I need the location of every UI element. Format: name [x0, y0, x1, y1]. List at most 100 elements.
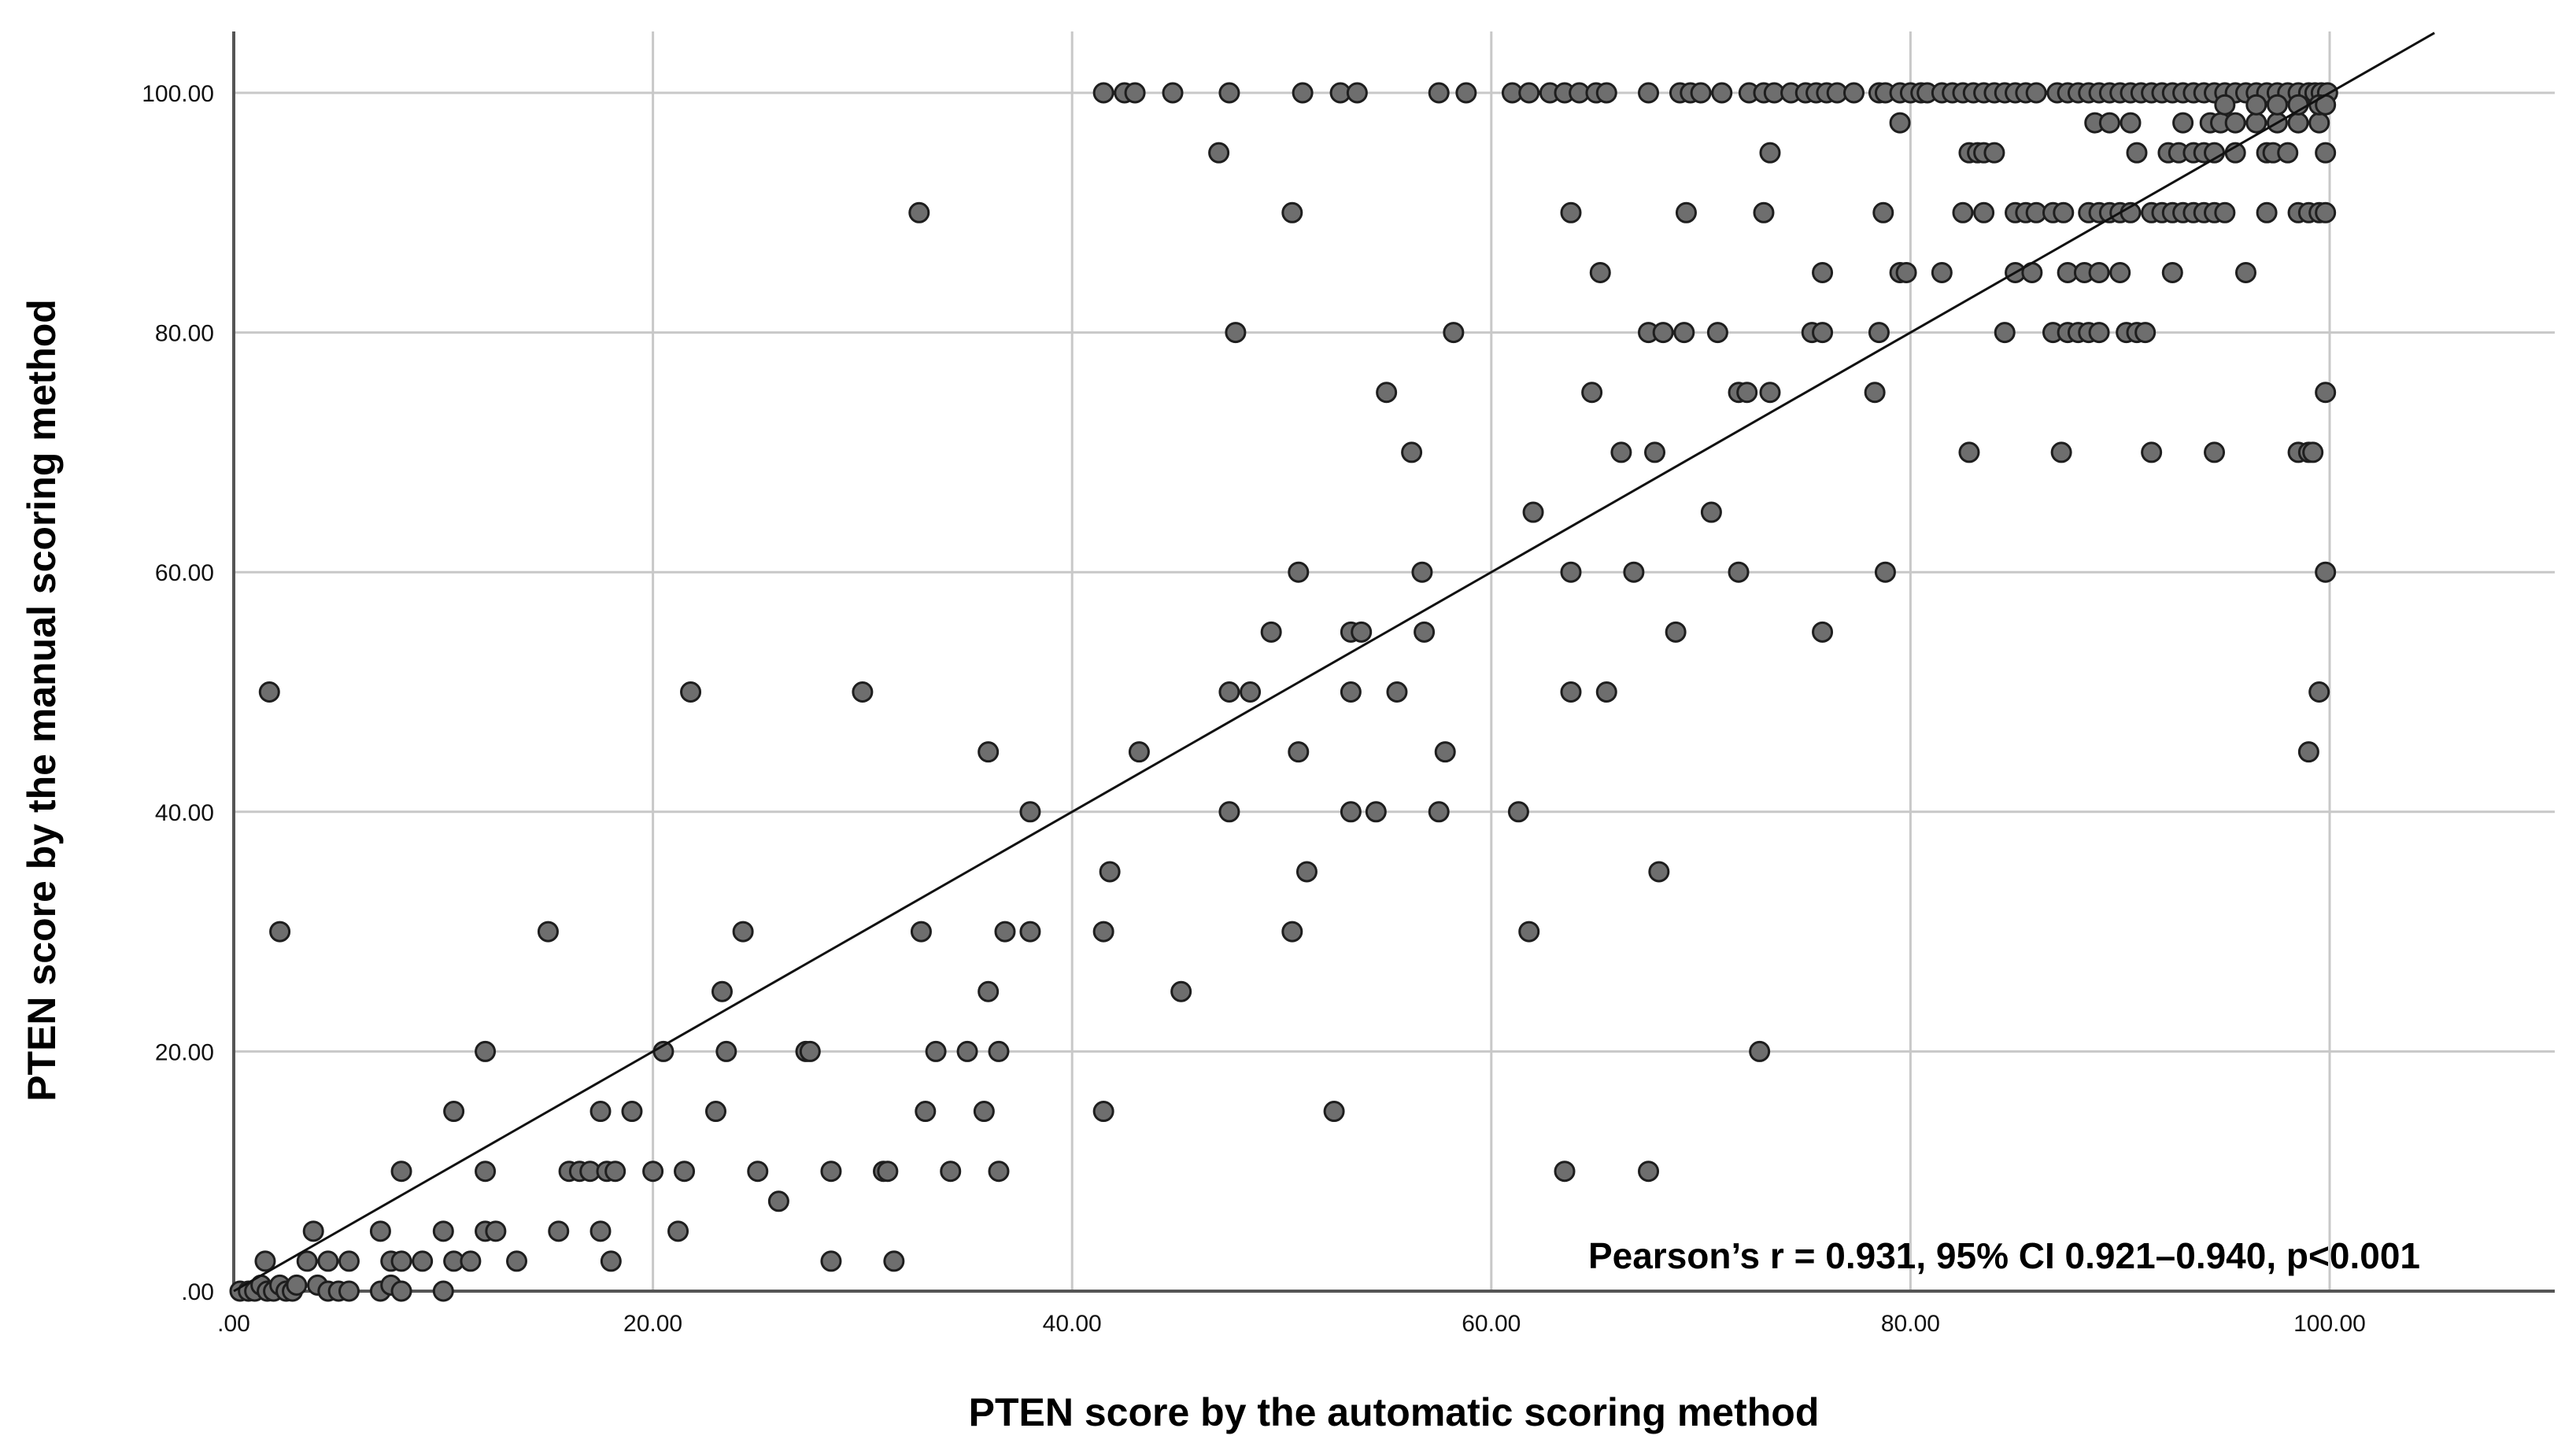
data-point [604, 1161, 626, 1183]
data-point [642, 1161, 664, 1183]
fit-line [233, 31, 2435, 1293]
data-point [1749, 1040, 1771, 1062]
data-point [799, 1040, 821, 1062]
data-point [2214, 94, 2236, 116]
data-point [1728, 561, 1750, 583]
data-point [1595, 681, 1617, 703]
data-point [1281, 201, 1303, 223]
data-point [1522, 501, 1544, 523]
data-point [1958, 441, 1980, 463]
data-point [296, 1250, 318, 1272]
data-point [475, 1040, 497, 1062]
data-point [1386, 681, 1408, 703]
data-point [1455, 82, 1477, 104]
data-point [1560, 681, 1582, 703]
data-point [674, 1161, 696, 1183]
data-point [820, 1250, 842, 1272]
data-point [2297, 741, 2319, 763]
data-point [1225, 322, 1247, 344]
data-point [1288, 561, 1310, 583]
y-tick-label: 20.00 [155, 1039, 214, 1065]
data-point [956, 1040, 978, 1062]
data-point [1706, 322, 1728, 344]
correlation-annotation: Pearson’s r = 0.931, 95% CI 0.921–0.940,… [1588, 1235, 2420, 1276]
data-point [1170, 980, 1192, 1002]
data-point [1428, 82, 1450, 104]
data-point [485, 1220, 507, 1242]
y-tick-labels: .00 20.00 40.00 60.00 80.00 100.00 [142, 81, 214, 1305]
data-point [1581, 382, 1603, 404]
data-point [1753, 201, 1775, 223]
data-point [460, 1250, 482, 1272]
data-point [1812, 621, 1834, 643]
data-point [548, 1220, 570, 1242]
data-point [940, 1161, 962, 1183]
data-point [2234, 261, 2256, 283]
data-point [1376, 382, 1398, 404]
data-point [2266, 94, 2288, 116]
data-point [1889, 112, 1911, 134]
data-point [1560, 561, 1582, 583]
data-point [1218, 82, 1240, 104]
data-point [1414, 621, 1436, 643]
data-point [2277, 142, 2299, 164]
data-point [1623, 561, 1645, 583]
data-point [338, 1250, 360, 1272]
data-point [715, 1040, 737, 1062]
y-tick-label: 100.00 [142, 81, 214, 107]
data-point [732, 921, 754, 943]
data-point [1323, 1101, 1345, 1123]
data-point [925, 1040, 947, 1062]
data-point [390, 1161, 412, 1183]
data-points [229, 82, 2338, 1302]
data-point [852, 681, 874, 703]
data-point [2050, 441, 2072, 463]
data-point [390, 1250, 412, 1272]
data-point [1092, 921, 1114, 943]
data-point [1295, 861, 1318, 883]
data-point [1346, 82, 1368, 104]
data-point [390, 1280, 412, 1302]
data-point [1638, 82, 1660, 104]
data-point [1099, 861, 1121, 883]
data-point [621, 1101, 643, 1123]
data-point [2053, 201, 2075, 223]
data-point [2308, 681, 2330, 703]
data-point [973, 1101, 995, 1123]
data-point [2204, 441, 2226, 463]
data-point [432, 1220, 454, 1242]
data-point [2109, 261, 2131, 283]
y-tick-label: 60.00 [155, 560, 214, 586]
data-point [317, 1250, 339, 1272]
data-point [1673, 322, 1695, 344]
data-point [432, 1280, 454, 1302]
y-tick-label: .00 [181, 1279, 214, 1305]
data-point [1281, 921, 1303, 943]
data-point [2256, 201, 2278, 223]
data-point [820, 1161, 842, 1183]
data-point [2088, 261, 2110, 283]
data-point [1260, 621, 1282, 643]
data-point [1365, 801, 1387, 823]
data-point [1411, 561, 1433, 583]
data-point [443, 1101, 465, 1123]
data-point [1652, 322, 1674, 344]
data-point [1554, 1161, 1576, 1183]
data-point [1218, 681, 1240, 703]
data-point [1128, 741, 1150, 763]
data-point [1952, 201, 1974, 223]
data-point [1812, 322, 1834, 344]
data-point [747, 1161, 769, 1183]
data-point [2315, 382, 2337, 404]
data-point [412, 1250, 434, 1272]
data-point [1518, 921, 1540, 943]
data-point [1759, 382, 1781, 404]
data-point [2302, 441, 2324, 463]
data-point [2098, 112, 2120, 134]
data-point [1868, 322, 1890, 344]
data-point [537, 921, 559, 943]
data-point [506, 1250, 528, 1272]
data-point [1690, 82, 1712, 104]
data-point [2141, 441, 2163, 463]
